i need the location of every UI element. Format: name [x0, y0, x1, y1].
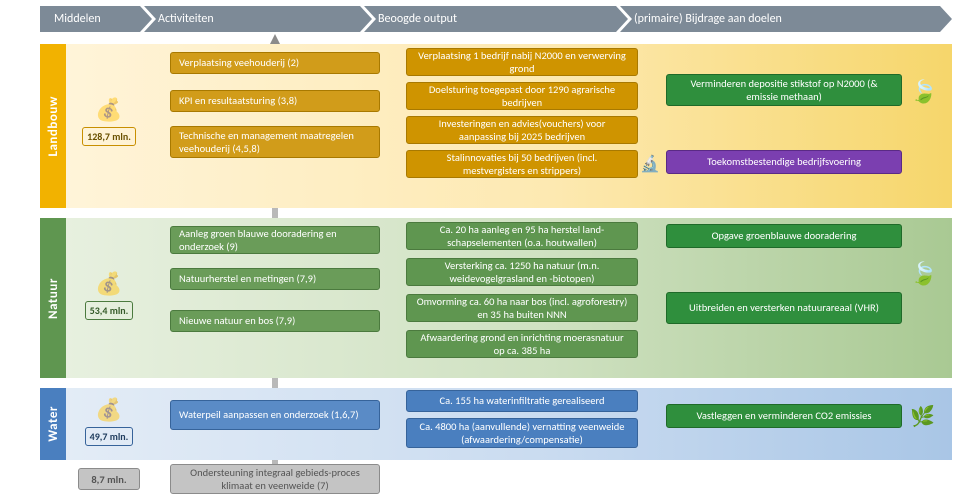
output-box: Ca. 155 ha waterinfiltratie gerealiseerd: [406, 390, 638, 412]
activity-box: KPI en resultaatsturing (3,8): [170, 90, 380, 112]
tab-landbouw: Landbouw: [40, 44, 66, 208]
activity-box: Nieuwe natuur en bos (7,9): [170, 310, 380, 332]
activity-box: Verplaatsing veehouderij (2): [170, 52, 380, 74]
activity-label: KPI en resultaatsturing (3,8): [179, 94, 297, 107]
output-label: Doelsturing toegepast door 1290 agrarisc…: [415, 83, 629, 109]
output-box: Verplaatsing 1 bedrijf nabij N2000 en ve…: [406, 48, 638, 76]
activity-box: Technische en management maatregelen vee…: [170, 126, 380, 158]
goal-box: Verminderen depositie stikstof op N2000 …: [666, 74, 902, 106]
header-activiteiten: Activiteiten: [144, 6, 360, 32]
microscope-icon: 🔬: [640, 154, 660, 174]
money-bag-icon: 💰: [95, 396, 122, 423]
header-middelen: Middelen: [40, 6, 140, 32]
middel-value-landbouw: 128,7 mln.: [82, 127, 136, 146]
goal-label: Uitbreiden en versterken natuurareaal (V…: [689, 301, 879, 314]
co2-icon: 🌿: [910, 404, 935, 429]
money-bag-icon: 💰: [95, 96, 122, 123]
output-box: Stalinnovaties bij 50 bedrijven (incl. m…: [406, 150, 638, 178]
tab-natuur: Natuur: [40, 218, 66, 378]
activity-label: Aanleg groen blauwe dooradering en onder…: [179, 227, 371, 253]
activity-label: Natuurherstel en metingen (7,9): [179, 272, 316, 285]
diagram-root: Middelen Activiteiten Beoogde output (pr…: [0, 0, 960, 501]
output-box: Doelsturing toegepast door 1290 agrarisc…: [406, 82, 638, 110]
header-label: (primaire) Bijdrage aan doelen: [634, 12, 782, 26]
header-label: Middelen: [54, 12, 101, 26]
goal-box: Toekomstbestendige bedrijfsvoering: [666, 150, 902, 174]
tab-label: Natuur: [46, 278, 61, 319]
middel-landbouw: 💰 128,7 mln.: [78, 96, 140, 146]
middel-value-grey: 8,7 mln.: [78, 468, 140, 490]
output-box: Versterking ca. 1250 ha natuur (m.n. wei…: [406, 258, 638, 286]
output-label: Ca. 4800 ha (aanvullende) vernatting vee…: [415, 420, 629, 446]
output-label: Stalinnovaties bij 50 bedrijven (incl. m…: [415, 151, 629, 177]
output-box: Omvorming ca. 60 ha naar bos (incl. agro…: [406, 294, 638, 322]
output-label: Versterking ca. 1250 ha natuur (m.n. wei…: [415, 259, 629, 285]
leaf-icon: 🍃: [910, 260, 937, 287]
goal-box: Uitbreiden en versterken natuurareaal (V…: [666, 292, 902, 324]
goal-label: Vastleggen en verminderen CO2 emissies: [696, 409, 871, 422]
activity-label: Nieuwe natuur en bos (7,9): [179, 314, 295, 327]
output-box: Investeringen en advies(vouchers) voor a…: [406, 116, 638, 144]
middel-value-natuur: 53,4 mln.: [85, 301, 134, 320]
goal-box: Opgave groenblauwe dooradering: [666, 224, 902, 248]
middel-value-water: 49,7 mln.: [85, 427, 134, 446]
leaf-icon: 🍃: [910, 78, 937, 105]
middel-water: 💰 49,7 mln.: [78, 396, 140, 446]
activity-box: Natuurherstel en metingen (7,9): [170, 268, 380, 290]
header-row: Middelen Activiteiten Beoogde output (pr…: [40, 6, 940, 32]
header-label: Activiteiten: [158, 12, 214, 26]
money-bag-icon: 💰: [95, 270, 122, 297]
output-box: Afwaardering grond en inrichting moerasn…: [406, 330, 638, 358]
goal-label: Verminderen depositie stikstof op N2000 …: [675, 77, 893, 103]
output-label: Ca. 20 ha aanleg en 95 ha herstel land-s…: [415, 223, 629, 249]
activity-label: Verplaatsing veehouderij (2): [179, 56, 299, 69]
header-output: Beoogde output: [364, 6, 616, 32]
output-label: Ca. 155 ha waterinfiltratie gerealiseerd: [440, 394, 605, 407]
activity-label: Waterpeil aanpassen en onderzoek (1,6,7): [179, 408, 359, 421]
goal-box: Vastleggen en verminderen CO2 emissies: [666, 404, 902, 428]
activity-box: Waterpeil aanpassen en onderzoek (1,6,7): [170, 400, 380, 430]
output-box: Ca. 20 ha aanleg en 95 ha herstel land-s…: [406, 222, 638, 250]
header-doelen: (primaire) Bijdrage aan doelen: [620, 6, 940, 32]
tab-label: Water: [46, 406, 61, 442]
tab-label: Landbouw: [46, 96, 61, 157]
goal-label: Opgave groenblauwe dooradering: [712, 229, 857, 242]
output-label: Afwaardering grond en inrichting moerasn…: [415, 331, 629, 357]
output-box: Ca. 4800 ha (aanvullende) vernatting vee…: [406, 418, 638, 448]
middel-natuur: 💰 53,4 mln.: [78, 270, 140, 320]
header-label: Beoogde output: [378, 12, 457, 26]
activity-box: Aanleg groen blauwe dooradering en onder…: [170, 226, 380, 254]
output-label: Omvorming ca. 60 ha naar bos (incl. agro…: [415, 295, 629, 321]
tab-water: Water: [40, 388, 66, 460]
activity-label: Technische en management maatregelen vee…: [179, 129, 371, 155]
output-label: Investeringen en advies(vouchers) voor a…: [415, 117, 629, 143]
activity-box-grey: Ondersteuning integraal gebieds-proces k…: [170, 464, 380, 494]
goal-label: Toekomstbestendige bedrijfsvoering: [707, 155, 861, 168]
output-label: Verplaatsing 1 bedrijf nabij N2000 en ve…: [415, 49, 629, 75]
